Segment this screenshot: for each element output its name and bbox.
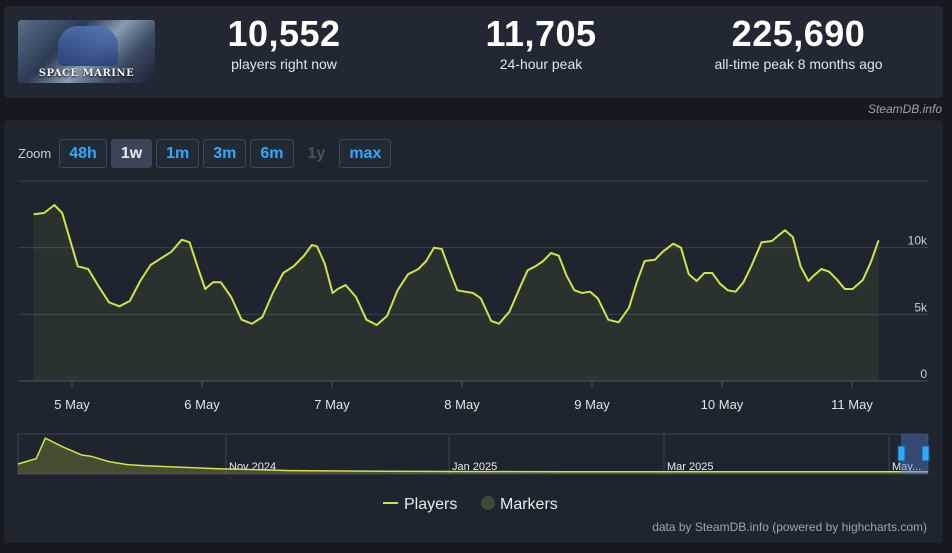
navigator-handle[interactable] xyxy=(921,445,930,462)
steamdb-credit[interactable]: SteamDB.info xyxy=(867,102,942,116)
zoom-label: Zoom xyxy=(18,145,52,161)
navigator-label: Jan 2025 xyxy=(452,461,497,473)
x-tick-label: 9 May xyxy=(574,397,610,412)
24h-peak-value: 11,705 xyxy=(485,13,597,54)
y-tick-label: 0 xyxy=(920,367,927,381)
24h-peak-label: 24-hour peak xyxy=(499,56,583,72)
x-tick-label: 10 May xyxy=(701,397,744,412)
plot-area xyxy=(33,204,880,381)
grid-lines xyxy=(18,180,928,382)
players-line xyxy=(33,204,880,326)
legend-markers-swatch xyxy=(481,496,495,510)
zoom-max-button[interactable]: max xyxy=(339,138,392,168)
game-art xyxy=(58,26,118,66)
game-logo: SPACE MARINE xyxy=(38,68,135,79)
navigator-line xyxy=(17,437,929,473)
zoom-48h-button[interactable]: 48h xyxy=(59,138,107,168)
navigator-label: May... xyxy=(892,461,921,473)
x-axis: 5 May 6 May 7 May 8 May 9 May 10 May 11 May xyxy=(54,381,873,412)
zoom-3m-button[interactable]: 3m xyxy=(203,138,247,168)
all-time-peak-value: 225,690 xyxy=(731,13,866,54)
stats-bar: SPACE MARINE xyxy=(4,6,943,98)
y-tick-label: 5k xyxy=(914,300,928,314)
x-tick-label: 5 May xyxy=(54,397,90,412)
navigator-frame xyxy=(17,433,929,475)
x-tick-label: 7 May xyxy=(314,397,350,412)
legend: Players Markers xyxy=(383,496,558,513)
navigator-handle[interactable] xyxy=(897,445,906,462)
all-time-peak-label: all-time peak 8 months ago xyxy=(714,56,883,72)
y-tick-label: 10k xyxy=(908,234,928,248)
legend-players-label[interactable]: Players xyxy=(404,496,457,513)
stat-current-players: 10,552 players right now xyxy=(198,13,370,73)
zoom-6m-button[interactable]: 6m xyxy=(250,138,294,168)
stat-24h-peak: 11,705 24-hour peak xyxy=(455,13,627,73)
game-thumbnail[interactable]: SPACE MARINE xyxy=(18,20,155,83)
zoom-1w-button[interactable]: 1w xyxy=(110,138,153,168)
y-axis: 0 5k 10k xyxy=(908,234,928,381)
x-tick-label: 11 May xyxy=(831,397,873,412)
navigator-label: Mar 2025 xyxy=(667,461,713,473)
players-area xyxy=(33,205,879,381)
stat-all-time-peak: 225,690 all-time peak 8 months ago xyxy=(690,13,907,73)
x-tick-label: 6 May xyxy=(184,397,220,412)
navigator-area xyxy=(18,438,928,474)
highcharts-credit[interactable]: data by SteamDB.info (powered by highcha… xyxy=(652,520,927,534)
x-tick-label: 8 May xyxy=(444,397,480,412)
zoom-controls: Zoom 48h 1w 1m 3m 6m 1y max xyxy=(18,138,392,168)
current-players-label: players right now xyxy=(231,56,337,72)
legend-markers-label[interactable]: Markers xyxy=(500,496,558,513)
zoom-1m-button[interactable]: 1m xyxy=(156,138,200,168)
current-players-value: 10,552 xyxy=(227,13,341,54)
zoom-1y-button: 1y xyxy=(307,144,326,162)
